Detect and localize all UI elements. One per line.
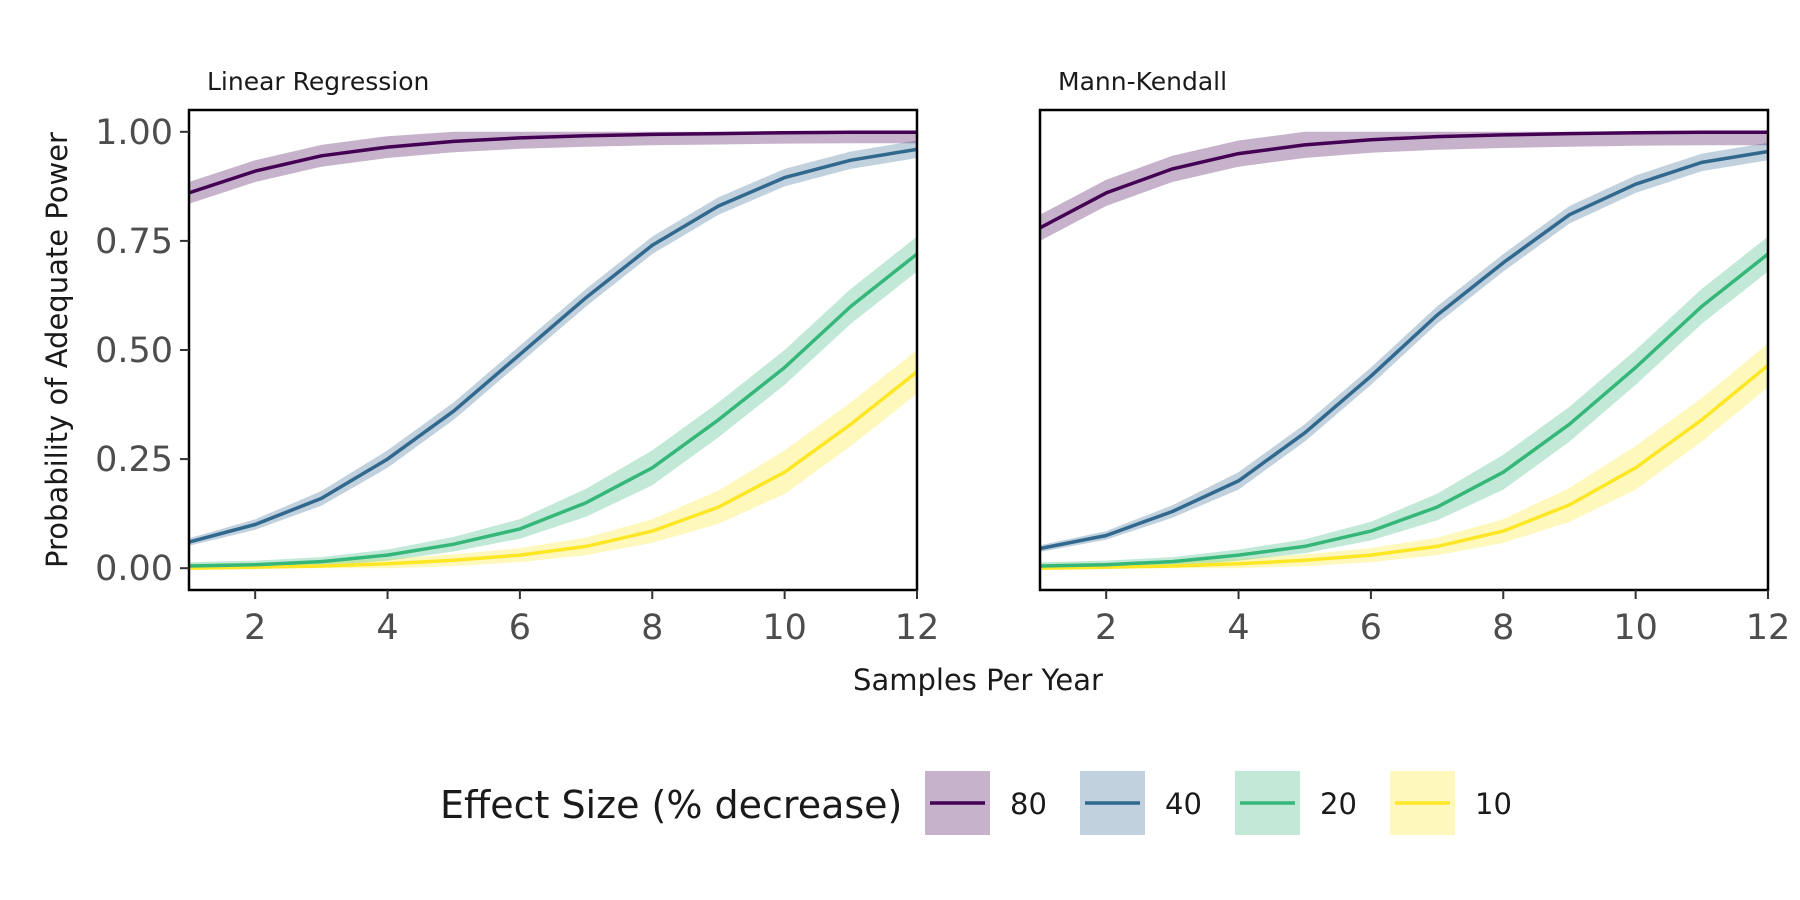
x-tick-label: 4 — [1227, 608, 1249, 648]
y-tick-label: 0.00 — [95, 549, 173, 589]
panel-title: Linear Regression — [207, 67, 429, 96]
legend-label-20: 20 — [1320, 787, 1357, 821]
x-tick-label: 4 — [376, 608, 398, 648]
panel-0: Linear Regression 2 4 6 8 10 12 0.00 0.25 0.50 0.7… — [95, 67, 939, 648]
x-tick-label: 10 — [762, 608, 807, 648]
series-line-20 — [189, 252, 917, 568]
legend: Effect Size (% decrease) 80 40 20 10 — [440, 771, 1512, 835]
panel-1: Mann-Kendall 2 4 6 8 10 12 — [1038, 67, 1791, 648]
legend-title: Effect Size (% decrease) — [440, 783, 902, 827]
ci-band-10 — [1040, 343, 1768, 569]
ci-band-10 — [189, 350, 917, 569]
panel-title: Mann-Kendall — [1058, 67, 1227, 96]
x-tick-label: 8 — [641, 608, 663, 648]
chart-panels: Linear Regression 2 4 6 8 10 12 0.00 0.25 0.50 0.7… — [95, 67, 1790, 648]
series-line-10 — [189, 370, 917, 570]
x-tick-label: 6 — [509, 608, 531, 648]
x-tick-label: 10 — [1613, 608, 1658, 648]
x-tick-label: 12 — [1746, 608, 1791, 648]
legend-label-10: 10 — [1475, 787, 1512, 821]
legend-label-80: 80 — [1010, 787, 1047, 821]
series-line-40 — [189, 147, 917, 544]
x-axis-title: Samples Per Year — [853, 663, 1103, 697]
ci-band-20 — [189, 236, 917, 569]
y-tick-label: 0.75 — [95, 222, 173, 262]
series-line-40 — [1040, 149, 1768, 551]
plot-area — [1040, 130, 1768, 570]
series-line-20 — [1040, 252, 1768, 568]
legend-label-40: 40 — [1165, 787, 1202, 821]
x-tick-label: 8 — [1492, 608, 1514, 648]
x-tick-label: 12 — [895, 608, 940, 648]
series-line-80 — [1040, 130, 1768, 230]
y-tick-label: 0.50 — [95, 331, 173, 371]
x-tick-label: 6 — [1360, 608, 1382, 648]
series-line-10 — [1040, 363, 1768, 570]
y-tick-label: 1.00 — [95, 113, 173, 153]
series-line-80 — [189, 130, 917, 195]
plot-area — [189, 130, 917, 570]
ci-band-80 — [1040, 131, 1768, 241]
y-axis-title: Probability of Adequate Power — [40, 132, 74, 568]
x-tick-label: 2 — [244, 608, 266, 648]
x-tick-label: 2 — [1095, 608, 1117, 648]
panel-border — [1038, 108, 1770, 592]
y-tick-label: 0.25 — [95, 440, 173, 480]
